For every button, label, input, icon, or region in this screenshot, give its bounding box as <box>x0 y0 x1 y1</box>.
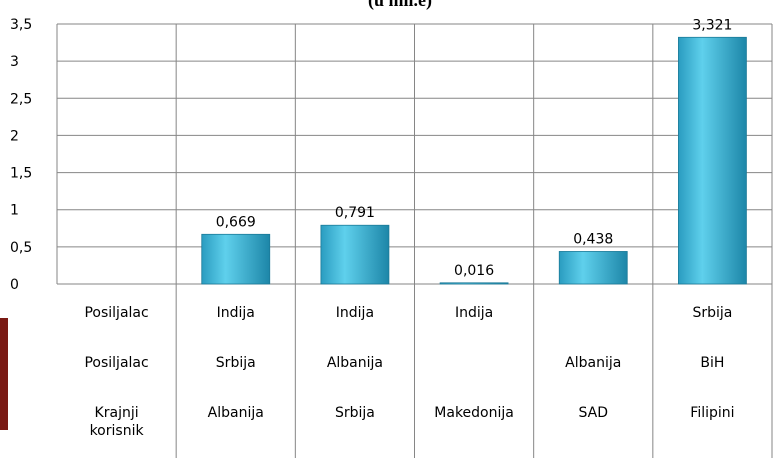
category-label: Albanija <box>207 405 264 421</box>
bar <box>201 233 271 285</box>
data-label: 0,438 <box>573 231 613 247</box>
y-tick-label: 1 <box>10 203 19 219</box>
category-label: Filipini <box>690 405 735 421</box>
category-label: Indija <box>216 305 255 321</box>
category-label: BiH <box>700 355 725 371</box>
bar <box>558 251 628 285</box>
category-label: SAD <box>578 405 608 421</box>
category-label: Albanija <box>326 355 383 371</box>
chart-title: (u mil.e) <box>368 0 432 11</box>
y-tick-label: 1,5 <box>10 166 32 182</box>
category-label: Indija <box>335 305 375 321</box>
category-label: Posiljalac <box>84 355 149 371</box>
bar <box>320 224 390 285</box>
data-label: 0,016 <box>454 263 494 279</box>
category-label: Srbija <box>692 305 733 321</box>
category-label: Makedonija <box>434 405 514 421</box>
y-tick-label: 0,5 <box>10 240 32 256</box>
category-label: Posiljalac <box>84 305 149 321</box>
category-label: Indija <box>454 305 494 321</box>
category-label: Albanija <box>565 355 622 371</box>
category-label: Krajnji korisnik <box>89 405 144 439</box>
y-tick-label: 2 <box>10 128 19 144</box>
y-tick-label: 3,5 <box>10 17 32 33</box>
bar <box>678 36 747 285</box>
y-tick-label: 2,5 <box>10 91 32 107</box>
side-decoration <box>0 318 8 430</box>
bar <box>439 282 509 285</box>
y-tick-label: 0 <box>10 277 19 293</box>
data-label: 3,321 <box>692 17 732 33</box>
data-label: 0,669 <box>216 214 256 230</box>
y-tick-label: 3 <box>10 54 19 70</box>
data-label: 0,791 <box>335 205 375 221</box>
category-label: Srbija <box>334 405 375 421</box>
category-label: Srbija <box>215 355 256 371</box>
